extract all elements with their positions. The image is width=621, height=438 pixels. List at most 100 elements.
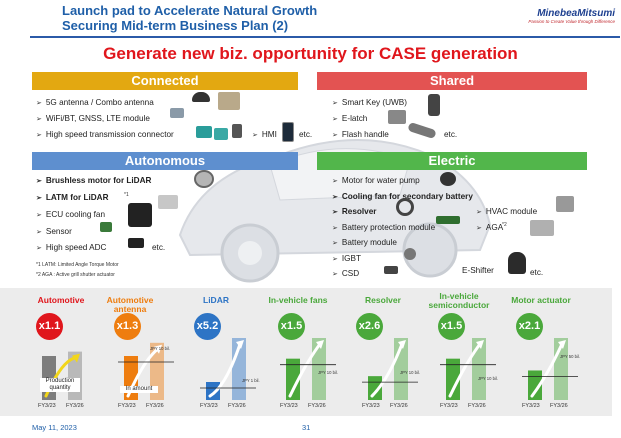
hvac-item: HVAC module <box>476 207 537 218</box>
in-amount-label: In amount <box>120 386 158 393</box>
footnote-1: *1 LATM: Limited Angle Torque Motor <box>36 262 119 268</box>
chart-in-vehicle-fans <box>280 338 336 400</box>
bar-in-vehicle-fans-fy26 <box>312 338 326 400</box>
autonomous-item-2: LATM for LiDAR <box>36 193 109 204</box>
fy-label: FY3/23 <box>118 403 136 409</box>
growth-arrowhead <box>316 340 324 349</box>
autonomous-etc: etc. <box>152 243 166 252</box>
adc-chip-icon <box>128 238 144 248</box>
csd-icon <box>384 266 398 274</box>
latm-footnote-marker: *1 <box>124 192 129 198</box>
page-number: 31 <box>302 423 311 432</box>
jpy-resolver: JPY 10 bil. <box>400 370 420 375</box>
growth-section <box>0 288 612 416</box>
shared-etc: etc. <box>444 130 458 139</box>
growth-arrowhead <box>72 353 80 363</box>
growth-arrowhead <box>398 340 406 349</box>
connector-icon-3 <box>232 124 242 138</box>
growth-arrowhead <box>558 340 566 349</box>
growth-arrow <box>448 342 482 398</box>
electric-item-1: Motor for water pump <box>332 176 420 187</box>
mult-motor-actuator: x2.1 <box>516 313 543 340</box>
connected-etc: etc. <box>299 130 313 139</box>
fy-label: FY3/26 <box>468 403 486 409</box>
growth-arrowhead <box>236 340 244 349</box>
bar-in-vehicle-semiconductor-fy26 <box>472 338 486 400</box>
mult-in-vehicle-semiconductor: x1.5 <box>438 313 465 340</box>
title-line-2: Securing Mid-term Business Plan (2) <box>62 18 289 33</box>
eshifter-item: E-Shifter <box>462 266 494 275</box>
growth-arrowhead <box>476 340 484 349</box>
sensor-icon <box>100 222 112 232</box>
fy-label: FY3/23 <box>200 403 218 409</box>
chart-automotive <box>42 351 82 400</box>
connected-item-1: 5G antenna / Combo antenna <box>36 98 154 109</box>
latm-icon <box>158 195 178 209</box>
autonomous-header: Autonomous <box>32 152 298 170</box>
e-latch-icon <box>388 110 406 124</box>
fy-label: FY3/23 <box>522 403 540 409</box>
chart-motor-actuator <box>522 338 578 400</box>
shared-header: Shared <box>317 72 587 90</box>
electric-item-3: Resolver <box>332 207 377 218</box>
fy-label: FY3/26 <box>550 403 568 409</box>
logo-name: MinebeaMitsumi <box>537 8 615 19</box>
connected-header: Connected <box>32 72 298 90</box>
hmi-item: HMI <box>252 130 277 141</box>
company-logo: MinebeaMitsumi Passion to Create Value t… <box>528 8 615 24</box>
connected-item-3: High speed transmission connector <box>36 130 174 141</box>
e-shifter-icon <box>508 252 526 274</box>
jpy-in-vehicle-semiconductor: JPY 10 bil. <box>478 376 498 381</box>
cat-automotive-antenna: Automotive antenna <box>106 295 154 314</box>
autonomous-item-3: ECU cooling fan <box>36 210 105 221</box>
brushless-motor-icon <box>194 170 214 188</box>
bar-in-vehicle-semiconductor-fy23 <box>446 358 460 400</box>
jpy-motor-actuator: JPY 50 bil. <box>560 354 580 359</box>
fy-label: FY3/26 <box>390 403 408 409</box>
electric-header: Electric <box>317 152 587 170</box>
fy-label: FY3/26 <box>308 403 326 409</box>
growth-arrowhead <box>154 344 162 354</box>
headline: Generate new biz. opportunity for CASE g… <box>103 44 518 63</box>
jpy-automotive-antenna: JPY 10 bil. <box>150 346 170 351</box>
jpy-in-vehicle-fans: JPY 10 bil. <box>318 370 338 375</box>
chart-resolver <box>362 338 418 400</box>
hmi-display-icon <box>282 122 294 142</box>
electric-item-7: CSD <box>332 269 359 280</box>
cat-resolver: Resolver <box>365 295 401 305</box>
resolver-icon <box>396 198 414 216</box>
cat-motor-actuator: Motor actuator <box>511 295 571 305</box>
footer-date: May 11, 2023 <box>32 423 77 432</box>
connected-item-2: WiFi/BT, GNSS, LTE module <box>36 114 150 125</box>
growth-arrow <box>208 342 242 398</box>
electric-item-2: Cooling fan for secondary battery <box>332 192 473 203</box>
shark-fin-antenna-icon <box>192 92 210 102</box>
footnote-2: *2 AGA : Active grill shutter actuator <box>36 272 115 278</box>
bar-in-vehicle-fans-fy23 <box>286 358 300 400</box>
aga-icon <box>530 220 554 236</box>
chart-automotive-antenna <box>118 342 174 400</box>
cat-in-vehicle-fans: In-vehicle fans <box>268 295 328 305</box>
cat-lidar: LiDAR <box>203 295 229 305</box>
growth-arrow <box>288 342 322 398</box>
logo-tagline: Passion to Create Value through Differen… <box>528 19 615 24</box>
connector-icon-2 <box>214 128 228 140</box>
chart-lidar <box>200 338 256 400</box>
electric-item-6: IGBT <box>332 254 361 265</box>
aga-footnote-marker: *2 <box>502 222 507 228</box>
cat-automotive: Automotive <box>37 295 85 305</box>
mult-in-vehicle-fans: x1.5 <box>278 313 305 340</box>
slide-title: Launch pad to Accelerate Natural Growth … <box>62 3 317 33</box>
autonomous-item-1: Brushless motor for LiDAR <box>36 176 152 187</box>
bar-automotive-antenna-fy26 <box>150 342 164 400</box>
hvac-module-icon <box>556 196 574 212</box>
mult-resolver: x2.6 <box>356 313 383 340</box>
fy-label: FY3/26 <box>228 403 246 409</box>
chart-in-vehicle-semiconductor <box>440 338 496 400</box>
autonomous-item-5: High speed ADC <box>36 243 107 254</box>
shared-item-1: Smart Key (UWB) <box>332 98 407 109</box>
mult-automotive-antenna: x1.3 <box>114 313 141 340</box>
wifi-module-icon <box>170 108 184 118</box>
water-pump-icon <box>440 172 456 186</box>
fy-label: FY3/26 <box>146 403 164 409</box>
